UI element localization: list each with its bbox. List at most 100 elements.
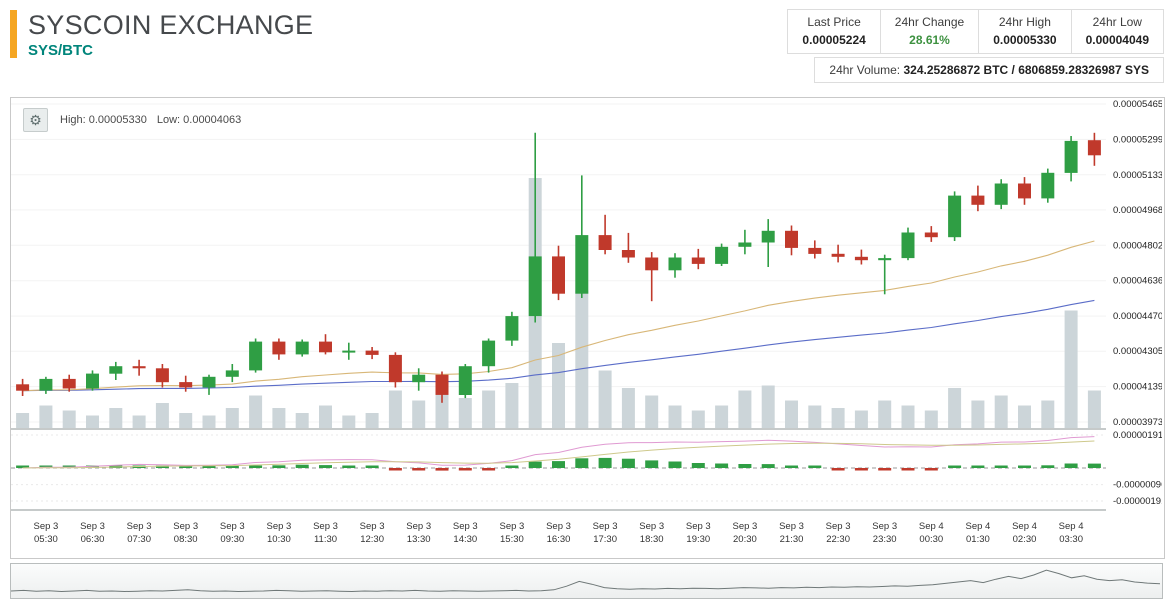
chart-settings-button[interactable]: ⚙ (23, 108, 48, 132)
macd-histogram-bar (761, 464, 775, 468)
svg-text:0.00005465: 0.00005465 (1113, 99, 1162, 110)
svg-text:0.00004636: 0.00004636 (1113, 276, 1162, 287)
candle-body (994, 183, 1008, 205)
candle-body (1087, 140, 1101, 156)
navigator-line (11, 569, 1161, 593)
svg-text:-0.00000191: -0.00000191 (1113, 496, 1162, 507)
chart-low-label: Low: 0.00004063 (156, 114, 242, 126)
candle-body (1064, 140, 1078, 173)
candle-body (342, 350, 356, 353)
svg-text:Sep 3: Sep 3 (686, 521, 711, 532)
candle-body (365, 350, 379, 355)
stat-last-price: Last Price 0.00005224 (788, 10, 879, 53)
candle-body (62, 378, 76, 389)
macd-histogram-bar (831, 468, 845, 471)
macd-histogram-bar (202, 465, 216, 468)
svg-text:0.00004470: 0.00004470 (1113, 311, 1162, 322)
candle-body (225, 370, 239, 377)
candle-body (295, 341, 309, 355)
macd-histogram-bar (1087, 463, 1101, 468)
svg-text:Sep 3: Sep 3 (872, 521, 897, 532)
macd-histogram-bar (528, 461, 542, 468)
stat-24hr-low: 24hr Low 0.00004049 (1070, 10, 1163, 53)
svg-text:15:30: 15:30 (500, 534, 524, 545)
candle-body (202, 376, 216, 388)
macd-signal-line (22, 440, 1095, 469)
macd-histogram-bar (412, 468, 426, 471)
pair-label: SYS/BTC (28, 42, 94, 59)
candle-body (948, 195, 962, 238)
svg-text:0.00005299: 0.00005299 (1113, 134, 1162, 145)
candle-body (505, 316, 519, 341)
macd-histogram-bar (598, 457, 612, 468)
svg-text:Sep 3: Sep 3 (779, 521, 804, 532)
svg-text:01:30: 01:30 (966, 534, 990, 545)
svg-text:0.00003973: 0.00003973 (1113, 417, 1162, 428)
chart-navigator[interactable] (10, 563, 1163, 599)
candle-body (319, 341, 332, 353)
header: SYSCOIN EXCHANGE SYS/BTC Last Price 0.00… (0, 0, 1174, 92)
stat-value-24hr-low: 0.00004049 (1085, 33, 1149, 47)
svg-text:Sep 3: Sep 3 (732, 521, 757, 532)
candle-body (621, 250, 635, 258)
candle-body (785, 230, 798, 248)
candle-body (435, 374, 449, 395)
candle-body (109, 366, 123, 374)
candle-body (482, 340, 496, 367)
svg-text:21:30: 21:30 (780, 534, 804, 545)
macd-histogram-bar (458, 468, 472, 471)
macd-histogram-bar (155, 465, 169, 468)
macd-histogram-bar (16, 465, 30, 468)
candle-body (458, 366, 472, 395)
candle-body (1018, 183, 1031, 199)
svg-text:0.00004305: 0.00004305 (1113, 346, 1162, 357)
brand-accent-bar (10, 10, 17, 58)
svg-text:Sep 3: Sep 3 (546, 521, 571, 532)
candle-body (668, 257, 682, 271)
stat-label-24hr-high: 24hr High (998, 15, 1051, 29)
svg-text:Sep 4: Sep 4 (1012, 521, 1037, 532)
svg-text:0.00004802: 0.00004802 (1113, 240, 1162, 251)
svg-text:09:30: 09:30 (220, 534, 244, 545)
candle-body (155, 368, 169, 383)
macd-histogram-bar (738, 464, 752, 468)
macd-histogram-bar (1018, 465, 1031, 468)
candle-body (691, 257, 705, 264)
macd-histogram-bar (225, 465, 239, 468)
macd-histogram-bar (1064, 463, 1078, 468)
macd-histogram-bar (901, 468, 915, 471)
svg-text:12:30: 12:30 (360, 534, 384, 545)
candle-body (924, 232, 938, 238)
macd-histogram-bar (994, 465, 1008, 468)
svg-text:Sep 3: Sep 3 (499, 521, 524, 532)
macd-pane: 0.00000191 -0.00000096 -0.00000191 (11, 430, 1162, 507)
x-axis-labels: Sep 3 05:30 Sep 3 06:30 Sep 3 07:30 Sep 3 08:30… (33, 521, 1083, 545)
brand: SYSCOIN EXCHANGE SYS/BTC (10, 10, 313, 92)
svg-text:Sep 3: Sep 3 (826, 521, 851, 532)
macd-histogram-bar (878, 468, 892, 471)
candle-body (388, 354, 402, 383)
macd-histogram-bar (505, 465, 519, 468)
svg-text:Sep 3: Sep 3 (220, 521, 245, 532)
stats-panel: Last Price 0.00005224 24hr Change 28.61%… (787, 9, 1164, 92)
svg-text:22:30: 22:30 (826, 534, 850, 545)
macd-histogram-bar (668, 461, 682, 468)
candle-body (878, 258, 892, 261)
macd-histogram-bar (272, 465, 286, 468)
candle-body (854, 256, 868, 261)
svg-text:08:30: 08:30 (174, 534, 198, 545)
candle-body (179, 382, 193, 388)
macd-histogram-bar (924, 468, 938, 471)
stat-24hr-change: 24hr Change 28.61% (879, 10, 978, 53)
svg-text:Sep 3: Sep 3 (406, 521, 431, 532)
macd-histogram-bar (342, 465, 356, 468)
svg-text:07:30: 07:30 (127, 534, 151, 545)
svg-text:11:30: 11:30 (314, 534, 337, 545)
svg-text:Sep 4: Sep 4 (1059, 521, 1084, 532)
svg-text:Sep 3: Sep 3 (80, 521, 105, 532)
fast-ma-line (22, 240, 1095, 392)
svg-text:20:30: 20:30 (733, 534, 757, 545)
candle-body (761, 230, 775, 243)
candle-body (598, 235, 612, 250)
candle-body (808, 247, 822, 254)
